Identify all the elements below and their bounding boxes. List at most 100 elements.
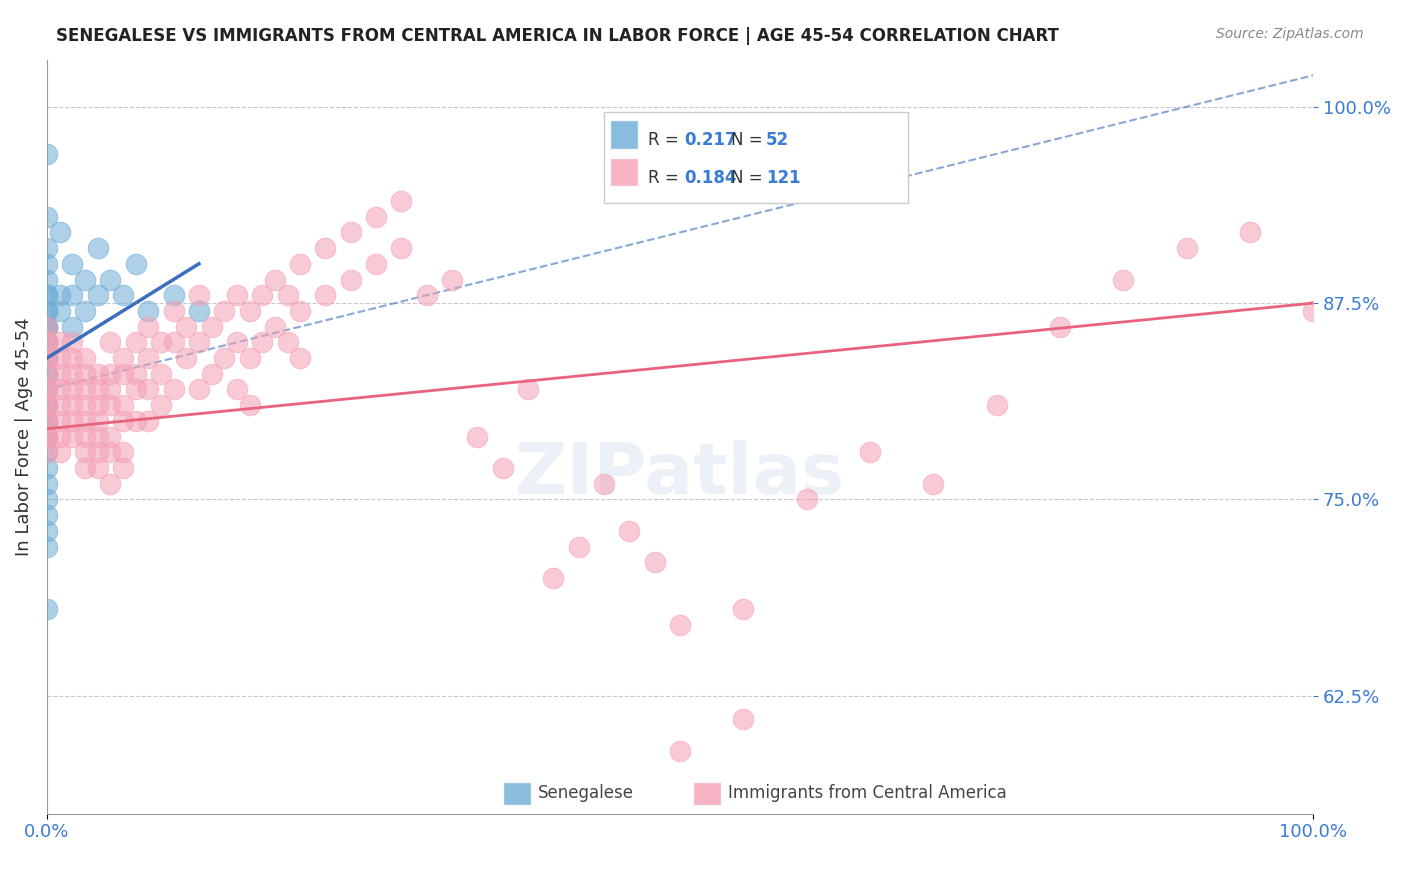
Point [48, 398, 70, 412]
Point [35, 367, 58, 381]
Point [60, 319, 83, 334]
Point [986, 398, 1008, 412]
Point [35, 383, 58, 397]
Point [1302, 304, 1324, 318]
Point [669, 618, 692, 632]
Point [48, 304, 70, 318]
Point [35, 367, 58, 381]
Point [276, 288, 298, 302]
Point [35, 429, 58, 443]
Point [35, 335, 58, 350]
Point [238, 398, 260, 412]
Point [35, 335, 58, 350]
Text: 52: 52 [766, 131, 789, 149]
Point [859, 445, 882, 459]
Point [340, 226, 363, 240]
Point [174, 351, 197, 365]
Point [1049, 319, 1071, 334]
Point [162, 288, 184, 302]
Point [73, 429, 96, 443]
Point [98, 272, 121, 286]
Text: N =: N = [731, 131, 768, 149]
Text: Senegalese: Senegalese [538, 784, 634, 802]
Point [225, 335, 247, 350]
Point [492, 461, 515, 475]
Point [124, 367, 146, 381]
Bar [693, 782, 721, 805]
Point [288, 257, 311, 271]
Point [366, 257, 388, 271]
Text: 121: 121 [766, 169, 801, 187]
Point [35, 335, 58, 350]
Text: 0.217: 0.217 [683, 131, 737, 149]
Point [263, 272, 285, 286]
Point [86, 383, 108, 397]
Point [73, 304, 96, 318]
Point [60, 383, 83, 397]
Point [35, 398, 58, 412]
Point [35, 288, 58, 302]
Point [86, 288, 108, 302]
Point [73, 445, 96, 459]
Point [35, 351, 58, 365]
Point [48, 445, 70, 459]
Point [212, 304, 235, 318]
Point [35, 398, 58, 412]
Point [35, 367, 58, 381]
Point [593, 476, 616, 491]
Point [35, 383, 58, 397]
Point [212, 351, 235, 365]
Y-axis label: In Labor Force | Age 45-54: In Labor Force | Age 45-54 [15, 318, 32, 556]
Point [35, 445, 58, 459]
Point [568, 540, 591, 554]
Point [35, 304, 58, 318]
Point [187, 288, 209, 302]
Point [35, 414, 58, 428]
Point [174, 319, 197, 334]
Point [98, 429, 121, 443]
Point [1175, 241, 1198, 255]
Point [60, 288, 83, 302]
Point [111, 288, 134, 302]
Point [276, 335, 298, 350]
Point [149, 367, 172, 381]
Point [796, 492, 818, 507]
Point [200, 367, 222, 381]
Point [315, 288, 337, 302]
Point [48, 288, 70, 302]
Point [1239, 226, 1261, 240]
Point [98, 398, 121, 412]
Point [35, 304, 58, 318]
Point [250, 335, 273, 350]
Point [111, 398, 134, 412]
Point [73, 398, 96, 412]
Bar [610, 120, 638, 149]
Text: R =: R = [648, 169, 685, 187]
Point [391, 194, 413, 208]
Point [416, 288, 439, 302]
Point [60, 351, 83, 365]
Point [73, 351, 96, 365]
Point [162, 304, 184, 318]
Point [35, 414, 58, 428]
Point [149, 335, 172, 350]
Point [60, 429, 83, 443]
Point [98, 383, 121, 397]
Point [340, 272, 363, 286]
Point [644, 555, 666, 569]
Point [35, 461, 58, 475]
Point [48, 429, 70, 443]
Point [86, 241, 108, 255]
Point [35, 288, 58, 302]
Point [288, 351, 311, 365]
Point [35, 210, 58, 224]
Point [60, 367, 83, 381]
Point [288, 304, 311, 318]
Point [73, 383, 96, 397]
Point [619, 524, 641, 538]
Point [98, 335, 121, 350]
Point [669, 744, 692, 758]
Point [111, 351, 134, 365]
Point [86, 445, 108, 459]
Point [35, 398, 58, 412]
